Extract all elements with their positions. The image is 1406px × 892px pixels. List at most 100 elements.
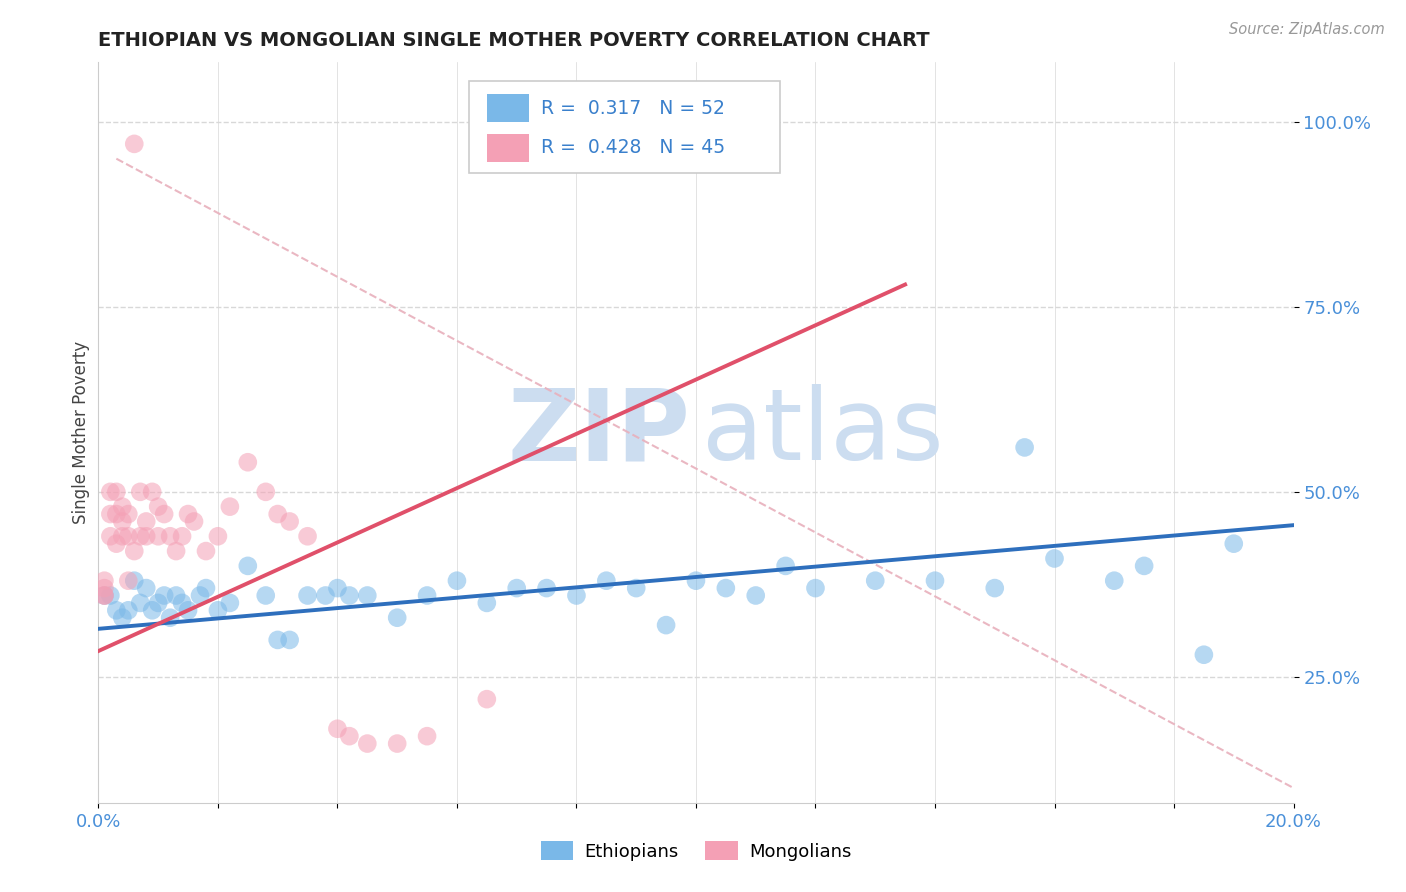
- Point: [385, 737, 409, 751]
- Point: [1133, 558, 1156, 573]
- FancyBboxPatch shape: [486, 95, 529, 122]
- Point: [105, 536, 128, 550]
- Point: [356, 737, 378, 751]
- Point: [1192, 648, 1215, 662]
- Point: [356, 589, 378, 603]
- Point: [111, 500, 134, 514]
- Point: [219, 596, 242, 610]
- Point: [655, 618, 678, 632]
- Point: [745, 589, 768, 603]
- Point: [326, 722, 349, 736]
- Point: [219, 500, 242, 514]
- Text: ZIP: ZIP: [508, 384, 690, 481]
- Point: [105, 603, 128, 617]
- Point: [506, 581, 529, 595]
- Point: [98, 529, 122, 543]
- Point: [315, 589, 337, 603]
- Point: [177, 507, 200, 521]
- Point: [236, 558, 259, 573]
- Point: [129, 529, 152, 543]
- Point: [924, 574, 946, 588]
- Point: [111, 610, 134, 624]
- Point: [565, 589, 588, 603]
- Point: [93, 589, 115, 603]
- Point: [148, 529, 170, 543]
- Point: [984, 581, 1007, 595]
- Point: [685, 574, 707, 588]
- Point: [416, 729, 439, 743]
- Point: [111, 515, 134, 529]
- Point: [117, 574, 139, 588]
- Point: [626, 581, 648, 595]
- Point: [111, 529, 134, 543]
- Y-axis label: Single Mother Poverty: Single Mother Poverty: [72, 341, 90, 524]
- Point: [297, 589, 319, 603]
- Point: [385, 610, 409, 624]
- Point: [297, 529, 319, 543]
- Point: [1104, 574, 1126, 588]
- Point: [188, 589, 211, 603]
- Point: [254, 484, 277, 499]
- Text: R =  0.428   N = 45: R = 0.428 N = 45: [541, 138, 724, 157]
- Point: [129, 484, 152, 499]
- Point: [148, 596, 170, 610]
- Point: [93, 589, 115, 603]
- Point: [105, 507, 128, 521]
- Point: [1043, 551, 1066, 566]
- FancyBboxPatch shape: [470, 81, 780, 173]
- Point: [195, 581, 218, 595]
- Point: [165, 589, 187, 603]
- Point: [278, 515, 301, 529]
- Point: [236, 455, 259, 469]
- Point: [129, 596, 152, 610]
- Point: [98, 589, 122, 603]
- Point: [254, 589, 277, 603]
- Point: [475, 692, 498, 706]
- Point: [207, 603, 229, 617]
- Point: [93, 589, 115, 603]
- Point: [165, 544, 187, 558]
- Point: [135, 581, 157, 595]
- Point: [804, 581, 827, 595]
- Point: [153, 507, 176, 521]
- Point: [207, 529, 229, 543]
- Point: [135, 529, 157, 543]
- Point: [326, 581, 349, 595]
- Point: [267, 507, 290, 521]
- Point: [278, 632, 301, 647]
- Point: [153, 589, 176, 603]
- Point: [446, 574, 468, 588]
- FancyBboxPatch shape: [486, 134, 529, 161]
- Point: [98, 507, 122, 521]
- Point: [595, 574, 617, 588]
- Point: [159, 610, 181, 624]
- Point: [177, 603, 200, 617]
- Point: [135, 515, 157, 529]
- Point: [339, 729, 361, 743]
- Point: [475, 596, 498, 610]
- Point: [536, 581, 558, 595]
- Point: [93, 574, 115, 588]
- Legend: Ethiopians, Mongolians: Ethiopians, Mongolians: [533, 834, 859, 868]
- Point: [775, 558, 797, 573]
- Point: [172, 529, 194, 543]
- Point: [1223, 536, 1246, 550]
- Point: [93, 581, 115, 595]
- Text: ETHIOPIAN VS MONGOLIAN SINGLE MOTHER POVERTY CORRELATION CHART: ETHIOPIAN VS MONGOLIAN SINGLE MOTHER POV…: [98, 30, 929, 50]
- Point: [865, 574, 887, 588]
- Point: [339, 589, 361, 603]
- Point: [141, 484, 163, 499]
- Point: [159, 529, 181, 543]
- Text: R =  0.317   N = 52: R = 0.317 N = 52: [541, 99, 724, 118]
- Point: [714, 581, 737, 595]
- Point: [124, 574, 146, 588]
- Point: [124, 136, 146, 151]
- Text: atlas: atlas: [702, 384, 943, 481]
- Point: [117, 507, 139, 521]
- Point: [98, 484, 122, 499]
- Point: [105, 484, 128, 499]
- Text: Source: ZipAtlas.com: Source: ZipAtlas.com: [1229, 22, 1385, 37]
- Point: [267, 632, 290, 647]
- Point: [141, 603, 163, 617]
- Point: [148, 500, 170, 514]
